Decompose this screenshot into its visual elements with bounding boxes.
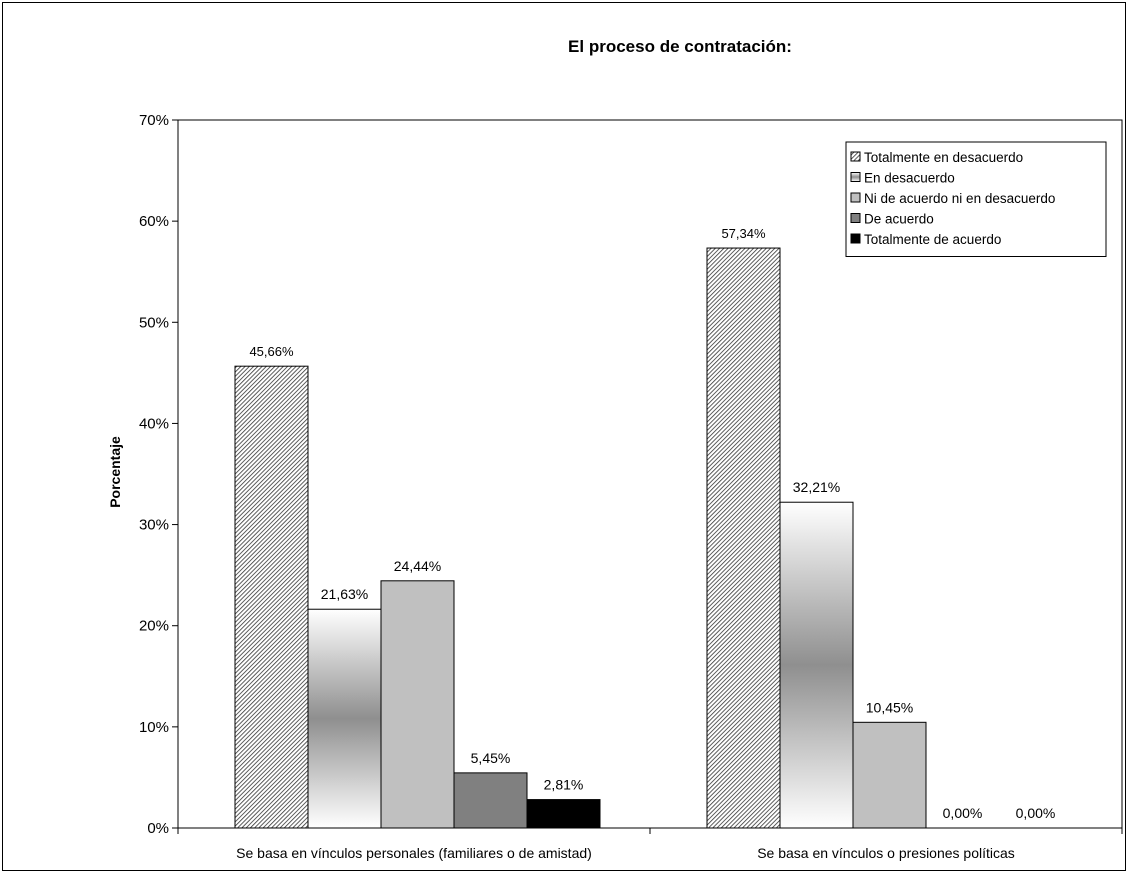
legend-swatch (850, 172, 861, 182)
bar (453, 772, 528, 829)
y-tick-label: 40% (139, 415, 169, 432)
y-tick-label: 10% (139, 719, 169, 736)
bar (706, 247, 781, 829)
chart-title: El proceso de contratación: (568, 37, 792, 56)
legend-swatch (850, 213, 861, 223)
bar (307, 608, 382, 829)
legend: Totalmente en desacuerdo En desacuerdo Ni … (845, 141, 1107, 257)
x-tick-label: Se basa en vínculos o presiones política… (757, 845, 1015, 861)
data-label: 10,45% (866, 699, 913, 715)
y-tick-label: 0% (147, 820, 169, 837)
legend-entry: Totalmente en desacuerdo (864, 150, 1023, 165)
data-label: 32,21% (793, 479, 840, 495)
data-label: 0,00% (943, 805, 983, 821)
data-label: 5,45% (471, 750, 511, 766)
legend-entry: En desacuerdo (864, 171, 955, 186)
y-axis-label: Porcentaje (107, 436, 123, 508)
bar (526, 799, 601, 829)
legend-entry: Ni de acuerdo ni en desacuerdo (864, 191, 1055, 206)
x-tick-label: Se basa en vínculos personales (familiar… (236, 845, 592, 861)
legend-swatch (850, 192, 861, 203)
y-tick-label: 20% (139, 618, 169, 635)
data-label: 0,00% (1016, 805, 1056, 821)
bar (234, 365, 309, 829)
plot-area: 0% 10% 20% 30% 40% 50% 60% 70% 45,66% 21,63% 24,44… (139, 112, 1123, 861)
y-tick-label: 50% (139, 314, 169, 331)
data-label: 2,81% (544, 777, 584, 793)
bar (852, 721, 927, 829)
legend-entry: De acuerdo (864, 212, 934, 227)
bar (380, 580, 455, 829)
y-tick-label: 70% (139, 112, 169, 129)
legend-swatch (850, 233, 861, 244)
data-label: 24,44% (394, 558, 441, 574)
y-tick-label: 30% (139, 517, 169, 534)
y-tick-label: 60% (139, 213, 169, 230)
data-label: 45,66% (249, 344, 294, 359)
data-label: 21,63% (321, 586, 368, 602)
bar (779, 501, 854, 829)
legend-box (845, 141, 1107, 257)
legend-swatch (850, 151, 861, 162)
data-label: 57,34% (721, 226, 766, 241)
legend-entry: Totalmente de acuerdo (864, 232, 1001, 247)
